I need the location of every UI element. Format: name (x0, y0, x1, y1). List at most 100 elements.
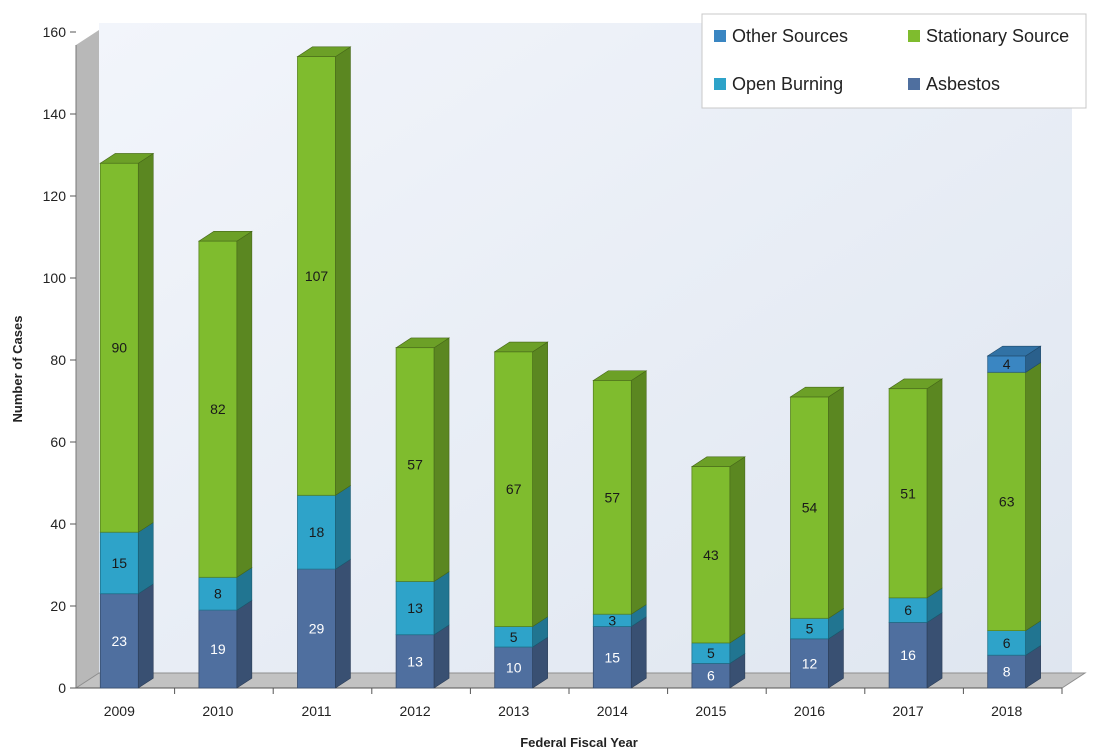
legend-swatch (714, 30, 726, 42)
x-tick-label: 2012 (400, 703, 431, 719)
data-label: 12 (802, 655, 818, 671)
bar-segment-stationary-source (198, 240, 238, 578)
data-label: 19 (210, 641, 226, 657)
data-label: 63 (999, 493, 1015, 509)
legend-swatch (908, 78, 920, 90)
data-label: 90 (112, 340, 128, 356)
bar-segment-side (828, 628, 844, 689)
y-tick-label: 160 (43, 24, 67, 40)
data-label: 82 (210, 401, 226, 417)
data-label: 3 (608, 612, 616, 628)
data-label: 10 (506, 660, 522, 676)
data-label: 13 (407, 653, 423, 669)
bar-segment-side (828, 386, 844, 619)
bar-stack-2018: 8 6 63 4 (986, 345, 1042, 689)
bar-segment-side (433, 337, 450, 582)
y-tick-label: 40 (50, 516, 66, 532)
bar-top-face (592, 370, 648, 381)
bar-stack-2017: 16 6 51 (888, 378, 944, 689)
bar-segment-side (1025, 361, 1041, 632)
bar-segment-side (630, 616, 647, 689)
data-label: 6 (1003, 635, 1011, 651)
data-label: 5 (707, 645, 715, 661)
bar-stack-2009: 23 15 90 (99, 152, 155, 689)
y-tick-label: 120 (43, 188, 67, 204)
y-tick-label: 60 (50, 434, 66, 450)
bar-top-face (296, 46, 352, 57)
data-label: 51 (900, 485, 916, 501)
x-axis-title: Federal Fiscal Year (520, 735, 638, 750)
data-label: 29 (309, 621, 325, 637)
bar-segment-side (433, 571, 450, 636)
bar-stack-2013: 10 5 67 (493, 341, 549, 689)
data-label: 107 (305, 268, 329, 284)
x-tick-label: 2009 (104, 703, 135, 719)
bar-segment-asbestos (395, 634, 435, 689)
legend-swatch (714, 78, 726, 90)
data-label: 43 (703, 547, 719, 563)
bar-segment-side (335, 558, 351, 689)
bar-stack-2010: 19 8 82 (197, 230, 253, 689)
bar-segment-side (138, 583, 154, 689)
bar-segment-stationary-source (494, 351, 534, 627)
bar-segment-open-burning (987, 630, 1027, 656)
data-label: 4 (1003, 356, 1011, 372)
bar-segment-asbestos (592, 626, 632, 689)
bar-top-face (986, 345, 1042, 357)
bar-segment-stationary-source (297, 56, 336, 496)
legend-label: Stationary Source (926, 26, 1069, 46)
data-label: 6 (707, 668, 715, 684)
legend: Other Sources Stationary Source Open Burni… (701, 13, 1087, 109)
data-label: 54 (802, 500, 818, 516)
chart-side-wall (76, 30, 99, 688)
x-tick-label: 2011 (301, 703, 331, 719)
data-label: 15 (605, 649, 621, 665)
bar-top-face (789, 386, 845, 398)
data-label: 13 (407, 600, 423, 616)
bar-top-face (690, 456, 746, 467)
legend-label: Open Burning (732, 74, 843, 94)
legend-label: Asbestos (926, 74, 1000, 94)
bar-segment-open-burning (198, 576, 238, 611)
bar-segment-side (630, 370, 647, 615)
data-label: 18 (309, 524, 325, 540)
bar-stack-2016: 12 5 54 (789, 386, 845, 689)
bar-segment-side (926, 378, 943, 599)
bar-segment-side (236, 599, 253, 689)
y-axis-title: Number of Cases (10, 316, 25, 423)
bar-segment-stationary-source (691, 466, 731, 644)
bar-top-face (395, 337, 451, 349)
bar-stack-2011: 29 18 107 (296, 46, 352, 689)
data-label: 5 (806, 621, 814, 637)
bar-segment-side (335, 484, 351, 570)
bar-segment-asbestos (494, 646, 534, 689)
data-label: 16 (900, 647, 916, 663)
data-label: 57 (605, 489, 621, 505)
x-tick-label: 2016 (794, 703, 825, 719)
bar-segment-open-burning (297, 494, 336, 570)
bar-segment-stationary-source (395, 347, 435, 582)
bar-segment-open-burning (395, 581, 435, 636)
bar-segment-asbestos (888, 622, 928, 689)
bar-segment-side (335, 46, 351, 496)
x-tick-label: 2017 (893, 703, 924, 719)
x-tick-label: 2010 (202, 703, 233, 719)
bar-stack-2015: 6 5 43 (690, 456, 746, 689)
data-label: 15 (112, 555, 128, 571)
data-label: 23 (112, 633, 128, 649)
bar-segment-side (138, 152, 154, 533)
x-tick-label: 2014 (597, 703, 628, 719)
bar-segment-side (138, 521, 154, 595)
x-tick-label: 2015 (695, 703, 726, 719)
bar-segment-asbestos (691, 663, 731, 689)
bar-top-face (99, 153, 155, 164)
legend-label: Other Sources (732, 26, 848, 46)
bar-segment-side (729, 456, 746, 644)
bar-top-face (493, 341, 549, 353)
data-label: 67 (506, 481, 522, 497)
x-tick-label: 2018 (991, 703, 1022, 719)
bar-top-face (197, 231, 253, 242)
bar-segment-side (926, 612, 943, 689)
data-label: 8 (1003, 664, 1011, 680)
